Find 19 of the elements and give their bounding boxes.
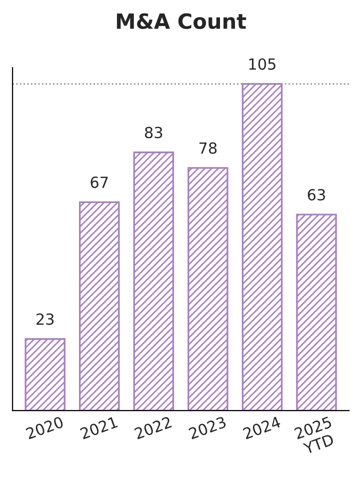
data-label: 78	[199, 142, 217, 154]
bar	[296, 214, 337, 411]
bar	[188, 167, 228, 411]
data-label: 63	[308, 188, 325, 201]
x-tick-label: 2023	[188, 416, 227, 440]
x-tick-label: 2020	[25, 416, 64, 440]
data-label: 23	[36, 313, 54, 325]
bar	[79, 201, 120, 411]
data-label: 105	[249, 58, 276, 70]
x-tick-label: 2021	[80, 416, 118, 440]
chart-title: M&A Count	[116, 13, 246, 30]
data-label: 67	[90, 176, 108, 188]
bar	[242, 83, 283, 411]
bar	[133, 152, 174, 411]
x-tick-label: 2024	[242, 416, 282, 440]
x-tick-label: 2025 YTD	[294, 416, 334, 454]
x-tick-label: 2022	[134, 416, 172, 440]
bar	[24, 338, 66, 411]
data-label: 83	[144, 126, 162, 138]
